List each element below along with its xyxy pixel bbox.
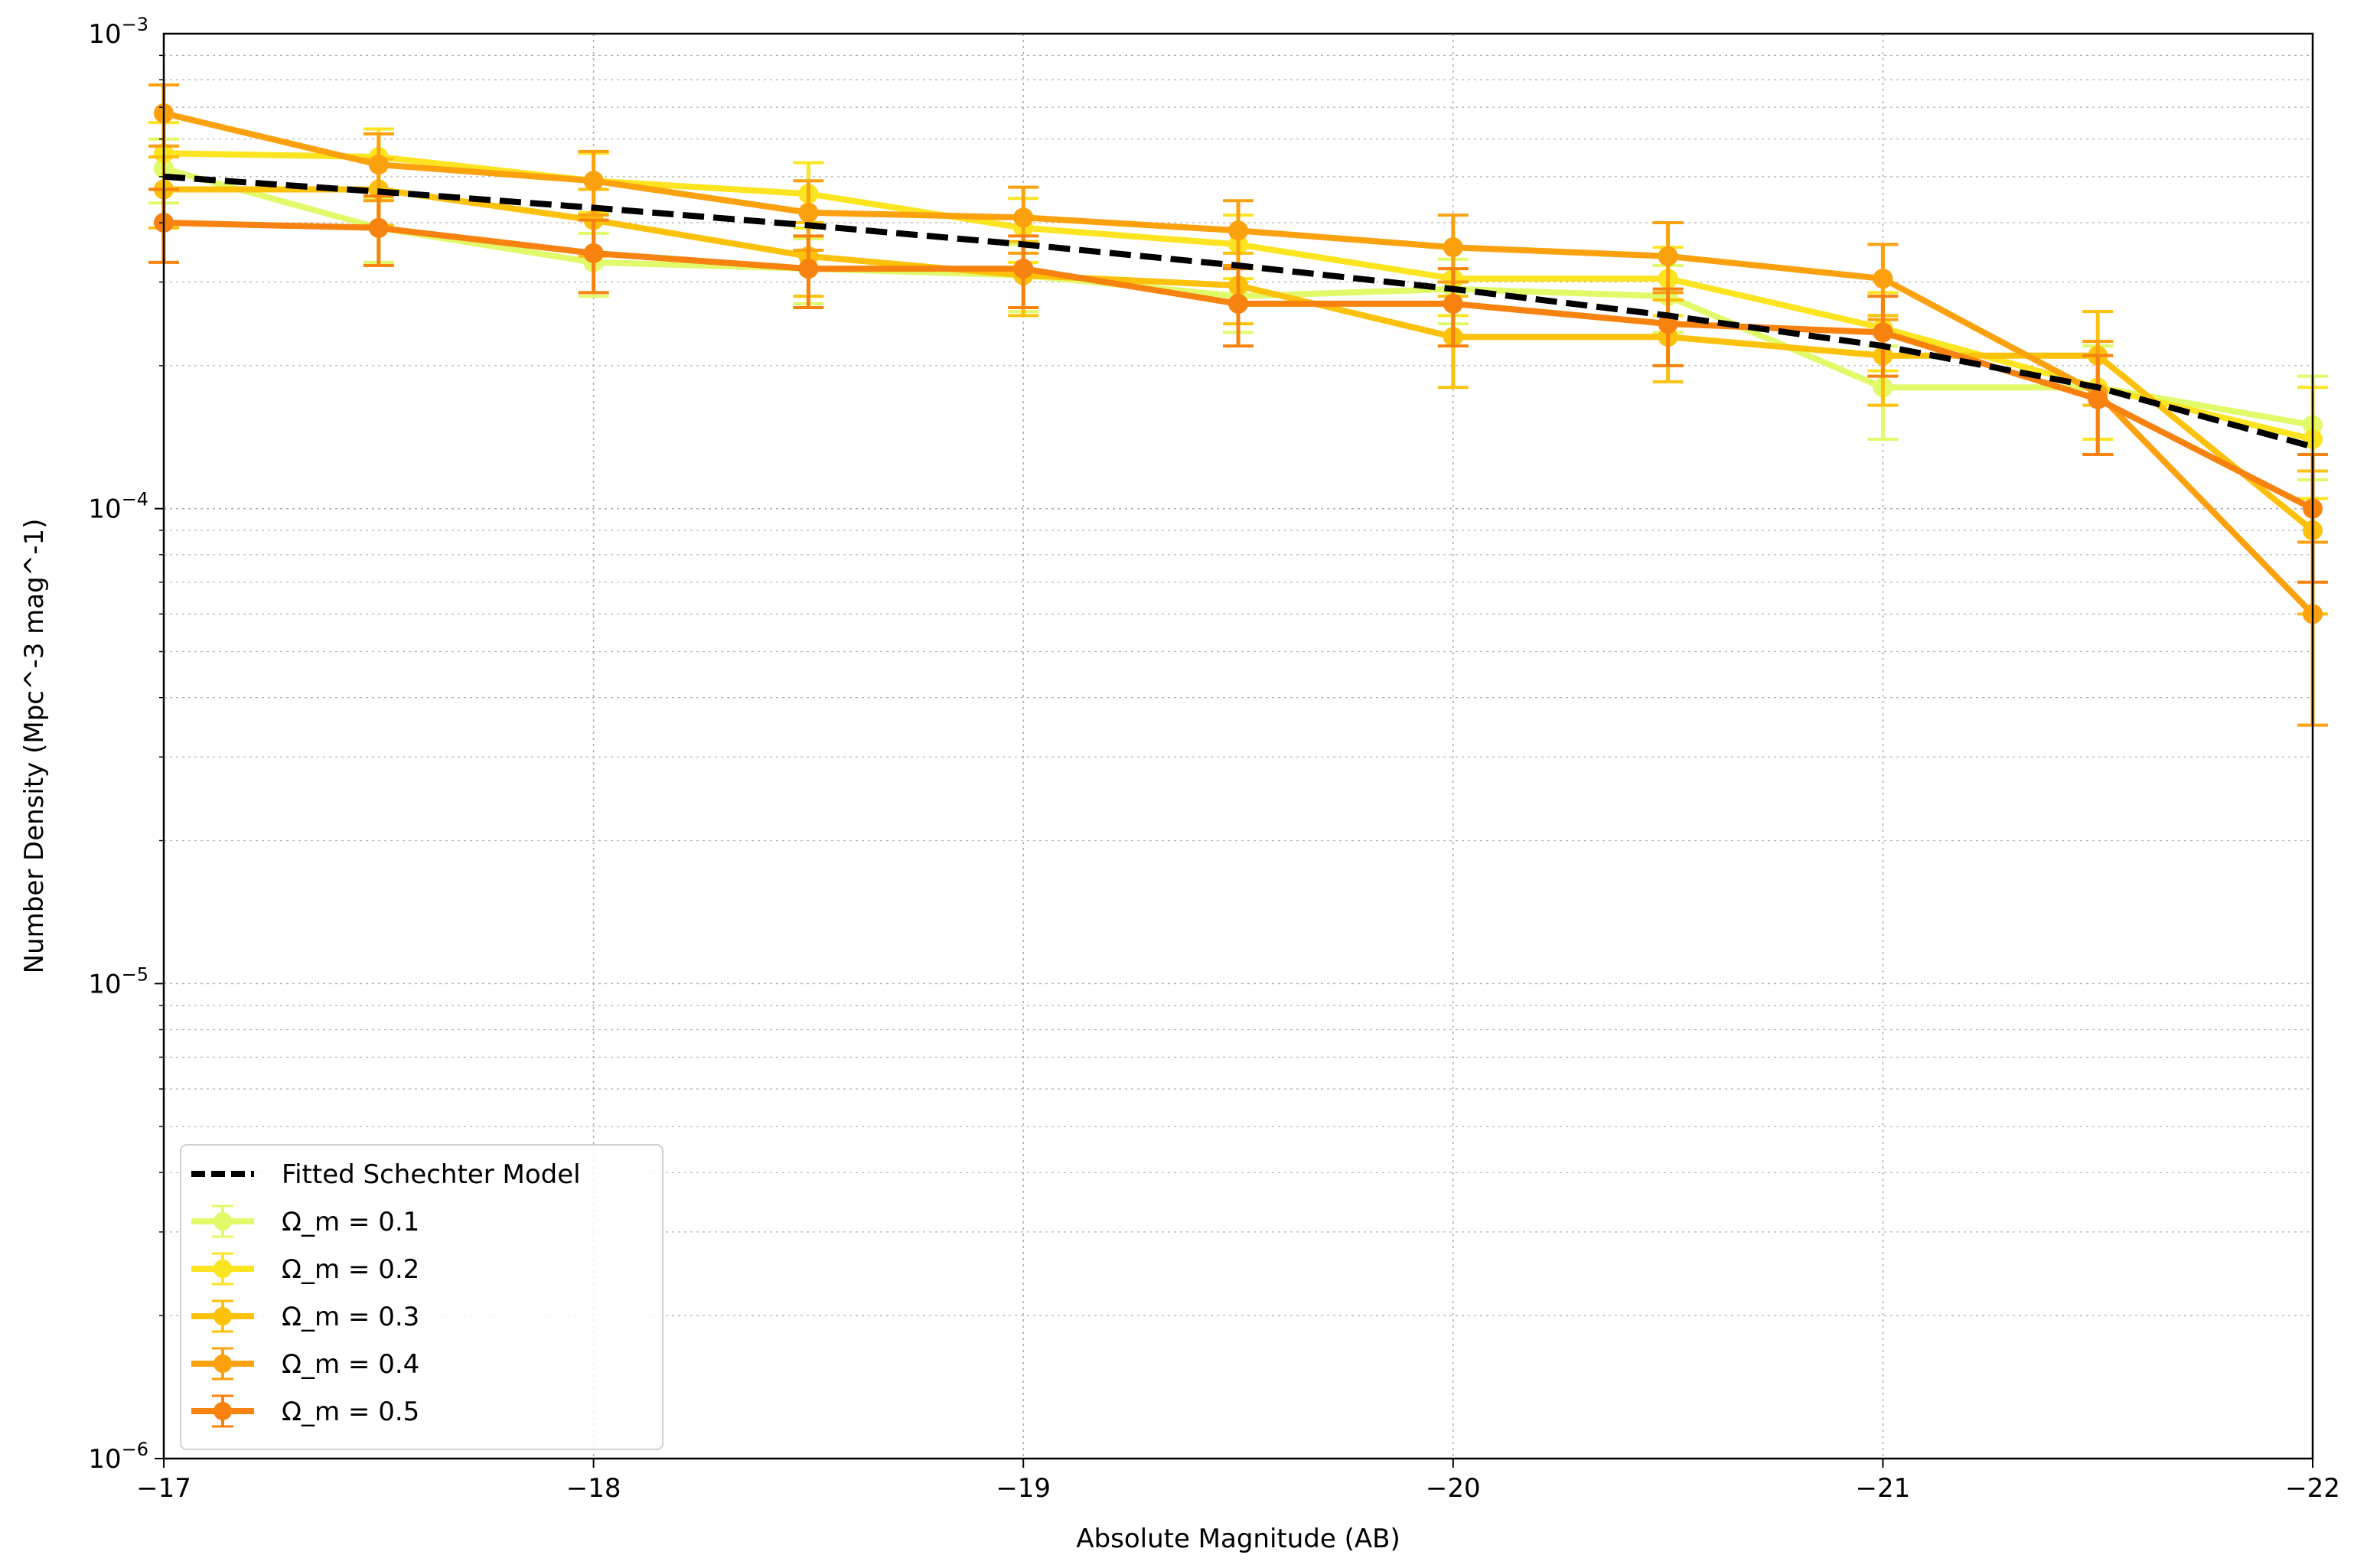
y-tick-label: 10−5 [88, 963, 148, 999]
x-tick-label: −22 [2285, 1473, 2340, 1504]
data-point [1228, 220, 1248, 241]
legend-label-series: Ω_m = 0.5 [282, 1397, 419, 1427]
y-tick-exponent: −6 [122, 1439, 148, 1460]
y-axis-label: Number Density (Mpc^-3 mag^-1) [19, 519, 50, 974]
legend-label-series: Ω_m = 0.4 [282, 1349, 419, 1380]
data-point [1443, 237, 1463, 258]
data-point [368, 217, 389, 238]
data-point [583, 171, 604, 191]
y-tick-label: 10−4 [88, 489, 148, 525]
data-point [1873, 322, 1893, 343]
fitted-schechter-model-line [163, 173, 2314, 450]
legend-handle-marker [214, 1260, 232, 1278]
data-point [798, 202, 819, 223]
data-point [2088, 389, 2108, 409]
legend: Fitted Schechter Model Ω_m = 0.1 Ω_m = 0.2… [180, 1144, 663, 1450]
x-tick-label: −19 [996, 1473, 1051, 1504]
data-point [368, 155, 389, 175]
data-point [1013, 259, 1034, 279]
y-tick-label: 10−3 [88, 14, 148, 50]
legend-handle-marker [214, 1354, 232, 1373]
series-omega-m-5 [148, 187, 2328, 584]
legend-handle-marker [214, 1212, 232, 1231]
axes-frame [162, 32, 2314, 1460]
legend-label-model: Fitted Schechter Model [282, 1159, 581, 1190]
x-tick-label: −17 [136, 1473, 191, 1504]
data-point [1658, 246, 1678, 266]
y-tick-base: 10 [88, 19, 121, 50]
x-tick-label: −18 [566, 1473, 621, 1504]
y-tick-base: 10 [88, 969, 121, 999]
data-point [1013, 207, 1034, 228]
y-tick-exponent: −4 [122, 489, 148, 510]
legend-label-series: Ω_m = 0.3 [282, 1302, 419, 1332]
legend-box [180, 1144, 663, 1450]
x-tick-label: −20 [1426, 1473, 1481, 1504]
data-point [1228, 293, 1248, 314]
y-tick-label: 10−6 [88, 1439, 148, 1475]
plot-area [148, 83, 2328, 727]
data-point [798, 259, 819, 279]
data-point [1443, 293, 1463, 314]
data-point [1873, 269, 1893, 289]
y-tick-base: 10 [88, 494, 121, 525]
x-axis-label: Absolute Magnitude (AB) [1076, 1524, 1400, 1554]
legend-handle-marker [214, 1402, 232, 1420]
legend-label-series: Ω_m = 0.1 [282, 1207, 419, 1237]
y-tick-exponent: −3 [122, 14, 148, 35]
data-point [583, 243, 604, 263]
legend-label-series: Ω_m = 0.2 [282, 1254, 419, 1285]
y-tick-exponent: −5 [122, 963, 148, 985]
y-tick-base: 10 [88, 1444, 121, 1475]
legend-handle-marker [214, 1307, 232, 1325]
x-tick-label: −21 [1856, 1473, 1911, 1504]
